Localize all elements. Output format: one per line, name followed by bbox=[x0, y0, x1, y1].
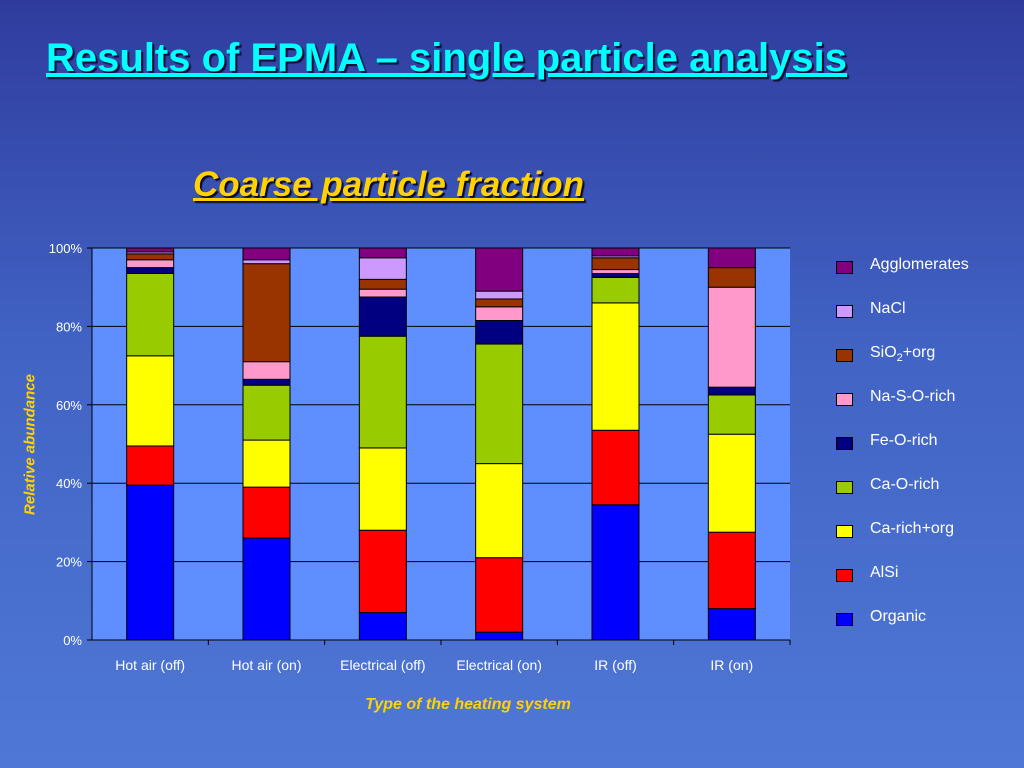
bar-segment bbox=[242, 247, 291, 261]
legend-swatch bbox=[836, 569, 853, 582]
slide-title: Results of EPMA – single particle analys… bbox=[46, 36, 848, 80]
bar-segment bbox=[707, 608, 756, 641]
legend-swatch bbox=[836, 613, 853, 626]
bar-segment bbox=[591, 257, 640, 271]
bar-segment bbox=[358, 529, 407, 614]
bar-segment bbox=[126, 267, 175, 274]
bar-segment bbox=[358, 288, 407, 298]
bar-segment bbox=[358, 278, 407, 290]
x-tick-label: Hot air (off) bbox=[115, 657, 185, 673]
bar-segment bbox=[475, 247, 524, 292]
bar-segment bbox=[358, 447, 407, 531]
bar-segment bbox=[358, 612, 407, 641]
bar-segment bbox=[358, 335, 407, 449]
legend-label: Ca-rich+org bbox=[870, 520, 955, 537]
legend-label: AlSi bbox=[870, 564, 899, 581]
bar-segment bbox=[591, 272, 640, 278]
bar-segment bbox=[591, 302, 640, 431]
y-tick-label: 80% bbox=[56, 319, 82, 334]
x-tick-label: Electrical (off) bbox=[340, 657, 425, 673]
y-tick-label: 100% bbox=[49, 241, 83, 256]
legend-label: SiO2+org bbox=[870, 344, 936, 365]
bar-segment bbox=[242, 378, 291, 386]
bar-segment bbox=[475, 320, 524, 345]
bar-segment bbox=[126, 247, 175, 253]
bar-segment bbox=[475, 557, 524, 633]
bar-segment bbox=[126, 253, 175, 261]
bar-segment bbox=[707, 286, 756, 388]
bar-segment bbox=[591, 429, 640, 506]
bar-segment bbox=[126, 445, 175, 486]
x-tick-label: Hot air (on) bbox=[231, 657, 301, 673]
legend-swatch bbox=[836, 481, 853, 494]
legend-label: Organic bbox=[870, 608, 927, 625]
bar-segment bbox=[126, 484, 175, 641]
y-tick-label: 0% bbox=[63, 633, 82, 648]
y-tick-label: 20% bbox=[56, 555, 82, 570]
legend-label: Na-S-O-rich bbox=[870, 388, 956, 405]
bar-segment bbox=[242, 259, 291, 265]
legend-swatch bbox=[836, 525, 853, 538]
bar-segment bbox=[242, 384, 291, 441]
bar-segment bbox=[126, 272, 175, 357]
bar-segment bbox=[707, 433, 756, 533]
bar-segment bbox=[358, 247, 407, 259]
x-tick-label: Electrical (on) bbox=[456, 657, 542, 673]
bar-segment bbox=[242, 486, 291, 539]
bar-segment bbox=[126, 355, 175, 447]
bar-segment bbox=[591, 276, 640, 304]
x-tick-label: IR (on) bbox=[710, 657, 753, 673]
bar-segment bbox=[126, 259, 175, 269]
y-tick-label: 40% bbox=[56, 476, 82, 491]
bar-segment bbox=[591, 269, 640, 274]
y-tick-label: 60% bbox=[56, 398, 82, 413]
bar-segment bbox=[475, 343, 524, 465]
legend-swatch bbox=[836, 261, 853, 274]
bar-segment bbox=[475, 298, 524, 308]
bar-segment bbox=[591, 247, 640, 257]
bar-segment bbox=[707, 267, 756, 288]
legend-label: Ca-O-rich bbox=[870, 476, 940, 493]
bar-segment bbox=[242, 361, 291, 380]
bar-segment bbox=[707, 247, 756, 269]
bar-segment bbox=[707, 394, 756, 435]
bar-segment bbox=[242, 263, 291, 363]
bar-segment bbox=[475, 290, 524, 300]
bar-segment bbox=[475, 463, 524, 559]
x-axis-title: Type of the heating system bbox=[365, 696, 571, 713]
bar-segment bbox=[591, 504, 640, 641]
x-tick-label: IR (off) bbox=[594, 657, 637, 673]
legend-label: Agglomerates bbox=[870, 256, 969, 273]
bar-segment bbox=[707, 386, 756, 396]
legend-label: NaCl bbox=[870, 300, 906, 317]
legend-label: Fe-O-rich bbox=[870, 432, 938, 449]
bar-segment bbox=[242, 537, 291, 641]
bar-segment bbox=[358, 296, 407, 337]
bar-segment bbox=[475, 306, 524, 322]
legend-swatch bbox=[836, 393, 853, 406]
chart-title: Coarse particle fraction bbox=[193, 165, 584, 204]
legend-swatch bbox=[836, 349, 853, 362]
plot-area bbox=[92, 248, 790, 640]
bar-segment bbox=[707, 531, 756, 610]
bar-segment bbox=[475, 631, 524, 641]
bar-segment bbox=[358, 257, 407, 280]
bar-segment bbox=[242, 439, 291, 488]
legend-swatch bbox=[836, 305, 853, 318]
y-axis-title: Relative abundance bbox=[21, 374, 39, 515]
legend-swatch bbox=[836, 437, 853, 450]
